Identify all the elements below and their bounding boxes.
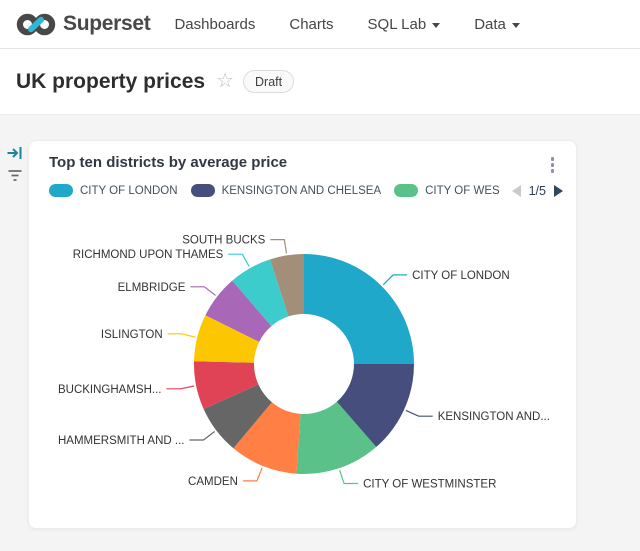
- label-connector: [339, 470, 359, 485]
- label-connector: [189, 431, 215, 441]
- nav-item-data[interactable]: Data: [474, 16, 520, 33]
- legend-prev-icon[interactable]: [511, 184, 521, 197]
- pie-slice-city-of-london[interactable]: [304, 254, 414, 364]
- nav-item-label: Charts: [289, 15, 334, 33]
- chart-options-kebab-icon[interactable]: [545, 154, 561, 176]
- legend-item[interactable]: CITY OF LONDON: [49, 184, 178, 197]
- nav-item-label: Dashboards: [174, 15, 256, 33]
- pie-label: KENSINGTON AND...: [438, 411, 550, 423]
- chart-legend: CITY OF LONDON KENSINGTON AND CHELSEA CI…: [29, 184, 576, 198]
- legend-swatch: [49, 184, 73, 197]
- label-connector: [166, 385, 195, 390]
- nav-item-dashboards[interactable]: Dashboards: [174, 16, 255, 33]
- filter-rail: [0, 115, 28, 551]
- label-connector: [405, 409, 433, 417]
- pie-slice-hammersmith-and[interactable]: [203, 384, 272, 449]
- pie-label: BUCKINGHAMSH...: [58, 384, 162, 396]
- label-connector: [190, 286, 216, 296]
- pie-slice-city-of-westminster[interactable]: [296, 401, 377, 474]
- legend-swatch: [394, 184, 419, 197]
- pie-slice-islington[interactable]: [194, 315, 260, 363]
- favorite-star-icon[interactable]: ☆: [216, 70, 234, 92]
- pie-label: CITY OF WESTMINSTER: [363, 479, 496, 491]
- legend-pagination: 1/5: [511, 183, 563, 198]
- legend-next-icon[interactable]: [554, 184, 563, 197]
- nav-item-label: SQL Lab: [367, 15, 427, 33]
- chart-title: Top ten districts by average price: [49, 154, 288, 171]
- legend-item[interactable]: CITY OF WES: [394, 184, 500, 197]
- chart-card: Top ten districts by average price CITY …: [28, 140, 577, 529]
- pie-label: ELMBRIDGE: [118, 282, 186, 294]
- chevron-down-icon: [511, 22, 520, 28]
- nav-item-charts[interactable]: Charts: [289, 16, 333, 33]
- brand-name: Superset: [63, 12, 151, 35]
- page-title: UK property prices: [16, 69, 206, 93]
- pie-label: HAMMERSMITH AND ...: [58, 435, 185, 447]
- app-header: Superset Dashboards Charts SQL Lab Data: [0, 0, 640, 49]
- chart-card-header: Top ten districts by average price: [29, 141, 576, 176]
- label-connector: [228, 253, 250, 267]
- pie-label: RICHMOND UPON THAMES: [73, 249, 224, 261]
- superset-logo-icon: [16, 13, 56, 35]
- legend-swatch: [190, 184, 215, 197]
- legend-label: CITY OF WES: [425, 184, 500, 197]
- main-nav: Dashboards Charts SQL Lab Data: [174, 16, 520, 33]
- expand-filter-bar-icon[interactable]: [6, 144, 24, 162]
- pie-slice-kensington-and-chelsea[interactable]: [336, 364, 414, 447]
- pie-slice-richmond-upon-thames[interactable]: [232, 259, 289, 327]
- pie-label: CAMDEN: [188, 476, 238, 488]
- pie-slice-camden[interactable]: [233, 402, 301, 474]
- label-connector: [167, 333, 196, 338]
- legend-page-indicator: 1/5: [528, 183, 546, 198]
- pie-slice-elmbridge[interactable]: [205, 280, 272, 342]
- legend-items: CITY OF LONDON KENSINGTON AND CHELSEA CI…: [49, 184, 504, 197]
- pie-label: ISLINGTON: [101, 329, 163, 341]
- label-connector: [382, 274, 408, 286]
- nav-item-label: Data: [474, 15, 506, 33]
- status-badge: Draft: [243, 70, 295, 93]
- legend-label: CITY OF LONDON: [80, 184, 178, 197]
- label-connector: [270, 238, 288, 254]
- pie-slice-buckinghamsh[interactable]: [193, 361, 259, 409]
- dashboard-content: Top ten districts by average price CITY …: [0, 115, 640, 551]
- label-connector: [242, 467, 263, 482]
- pie-label: CITY OF LONDON: [412, 270, 510, 282]
- legend-item[interactable]: KENSINGTON AND CHELSEA: [190, 184, 382, 197]
- chevron-down-icon: [432, 22, 441, 28]
- donut-chart: CITY OF LONDON KENSINGTON AND... CITY OF W…: [58, 235, 550, 491]
- pie-slice-south-bucks[interactable]: [270, 254, 304, 317]
- legend-label: KENSINGTON AND CHELSEA: [221, 184, 382, 197]
- nav-item-sql-lab[interactable]: SQL Lab: [368, 16, 441, 33]
- dashboard-title-bar: UK property prices ☆ Draft: [0, 49, 640, 115]
- collapse-filters-icon[interactable]: [6, 168, 24, 186]
- pie-label: SOUTH BUCKS: [182, 235, 265, 247]
